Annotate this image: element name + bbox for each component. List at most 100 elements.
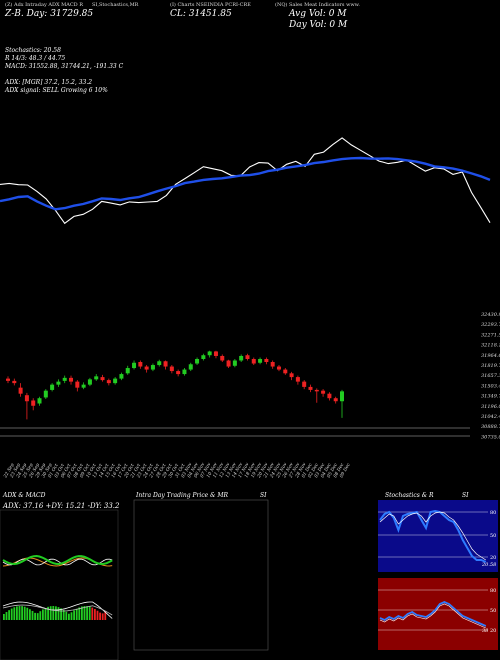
macd-line — [2, 601, 113, 619]
macd-histogram-bar — [52, 606, 55, 620]
macd-histogram-bar — [31, 610, 34, 620]
candle-body — [289, 373, 294, 378]
rsi-level-label: 80 — [490, 588, 496, 594]
intraday-si: SI — [260, 492, 267, 499]
rsi-level-label: 20 — [490, 628, 496, 634]
candle-body — [69, 377, 74, 382]
price-axis-label: 31196.06 — [481, 404, 500, 410]
candle-body — [125, 368, 130, 374]
candle-body — [132, 362, 137, 369]
macd-histogram-bar — [21, 606, 23, 620]
adx-signal: ADX signal: SELL Growing 6 10% — [5, 87, 108, 94]
header-col2: SI,Stochastics,MR — [92, 2, 139, 8]
macd-histogram-bar — [49, 606, 52, 620]
candle-body — [251, 358, 256, 364]
stoch-si: SI — [462, 492, 469, 499]
candle-body — [94, 376, 99, 380]
macd-histogram-bar — [99, 612, 101, 620]
macd-histogram-bar — [70, 612, 73, 620]
macd-histogram-bar — [29, 609, 31, 620]
candle-body — [314, 389, 319, 392]
candle-body — [150, 365, 155, 370]
stoch-panel-title: Stochastics & R — [385, 492, 434, 499]
macd-histogram-bar — [13, 607, 16, 620]
ohlc-line: Z-B. Day: 31729.85 — [5, 9, 94, 19]
macd-line: MACD: 31552.88, 31744.21, -191.33 C — [5, 63, 124, 70]
candle-body — [283, 369, 288, 374]
price-axis-label: 31503.4 — [481, 383, 500, 389]
macd-histogram-bar — [78, 607, 81, 620]
price-axis-label: 30888.7 — [481, 424, 500, 430]
adx-panel-values: ADX: 37.16 +DY: 15.21 -DY: 33.2 — [3, 502, 120, 510]
day-vol: Day Vol: 0 M — [289, 20, 348, 30]
avg-vol: Avg Vol: 0 M — [289, 9, 347, 19]
candle-body — [295, 377, 300, 382]
candle-body — [201, 355, 206, 359]
close-price-line — [0, 137, 491, 225]
adx-line — [2, 558, 113, 566]
candle-body — [113, 378, 118, 384]
candle-body — [31, 400, 36, 406]
candle-body — [226, 360, 231, 367]
macd-histogram-bar — [60, 608, 62, 620]
candle-body — [327, 393, 332, 399]
price-axis-label: 32430.94 — [481, 312, 500, 318]
macd-histogram-bar — [3, 614, 5, 620]
candle-body — [6, 378, 10, 381]
adx-panel-title: ADX & MACD — [3, 492, 46, 499]
candle-body — [340, 391, 344, 402]
candle-body — [169, 366, 174, 372]
candle-body — [56, 381, 61, 385]
price-axis-label: 32118.1 — [481, 343, 500, 349]
candle-body — [37, 398, 42, 404]
candle-body — [239, 355, 244, 361]
candle-body — [12, 380, 17, 384]
macd-histogram-bar — [65, 611, 68, 620]
macd-histogram-bar — [68, 613, 70, 620]
macd-histogram-bar — [10, 608, 13, 620]
candle-body — [43, 390, 48, 398]
stoch-last-value: 20.58 — [481, 562, 496, 568]
header-col4: (NQ) Sales Meat Indicators www. — [275, 2, 360, 8]
macd-signal-line — [2, 604, 113, 616]
candle-body — [81, 384, 86, 388]
price-axis-label: 31964.6 — [481, 353, 500, 359]
close-line: CL: 31451.85 — [170, 9, 232, 19]
rsi-last-value: 38 — [482, 628, 488, 634]
stochastic-k-line — [379, 509, 487, 563]
macd-histogram-bar — [73, 610, 75, 620]
macd-histogram-bar — [88, 606, 91, 620]
candle-body — [333, 398, 338, 402]
header-col1: (Z) Adx Intraday ADX MACD R — [5, 2, 84, 8]
macd-histogram-bar — [96, 610, 99, 620]
macd-histogram-bar — [57, 607, 60, 620]
macd-histogram-bar — [23, 606, 26, 620]
macd-histogram-bar — [34, 612, 36, 620]
candle-body — [75, 381, 80, 388]
candle-body — [258, 358, 263, 363]
macd-histogram-bar — [18, 606, 21, 620]
candle-body — [144, 366, 149, 370]
stoch-line: Stochastics: 20.58 — [5, 47, 61, 54]
price-axis-label: 31042.4 — [481, 414, 500, 420]
candle-body — [188, 364, 193, 370]
price-axis-label: 31657.3 — [481, 373, 500, 379]
candle-body — [62, 377, 67, 381]
candle-body — [264, 358, 269, 363]
candle-body — [220, 355, 225, 361]
macd-histogram-bar — [81, 606, 83, 620]
macd-histogram-bar — [75, 608, 78, 620]
rsi-panel — [378, 578, 498, 650]
macd-histogram-bar — [91, 607, 94, 620]
candle-body — [87, 379, 92, 385]
candle-body — [163, 361, 168, 367]
candle-body — [157, 361, 162, 366]
candle-body — [18, 387, 23, 394]
stochastic-d-line — [379, 511, 486, 561]
macd-histogram-bar — [55, 606, 57, 620]
rsi-level-label: 50 — [490, 608, 496, 614]
stoch-level-label: 20 — [490, 555, 496, 561]
candle-body — [207, 351, 212, 356]
macd-histogram-bar — [44, 607, 47, 620]
adx-panel — [0, 509, 119, 660]
